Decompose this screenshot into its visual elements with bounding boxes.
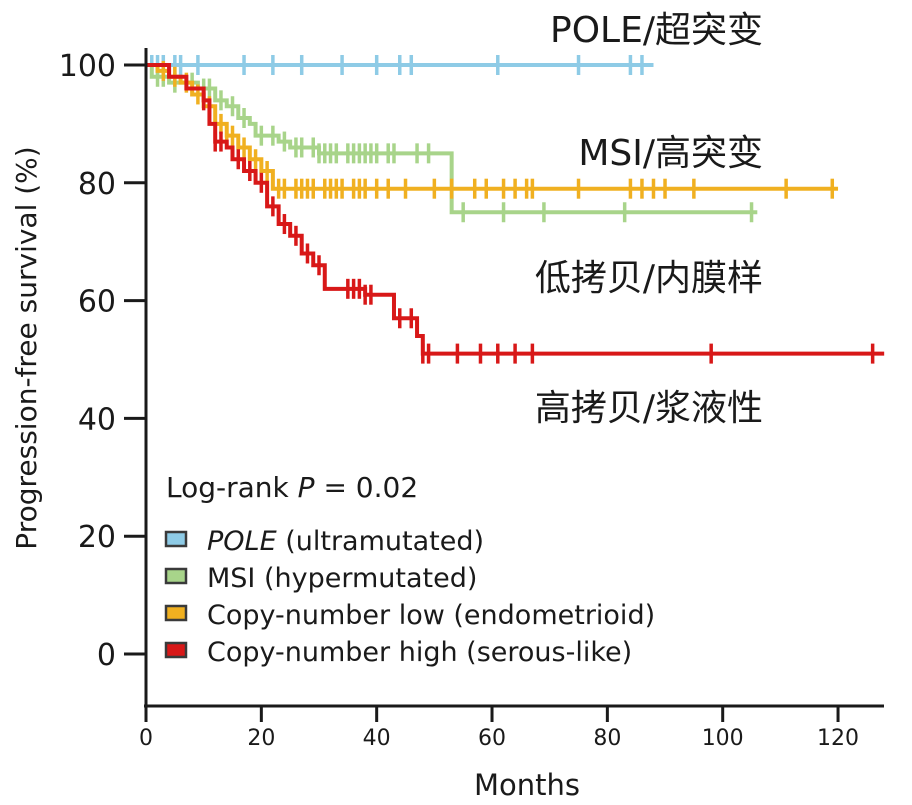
y-axis-ticks: 0 20 40 60 80 100 — [59, 49, 146, 673]
series-0 — [146, 55, 654, 75]
x-tick-label: 60 — [478, 726, 506, 751]
y-tick-label: 80 — [78, 167, 116, 202]
y-tick-label: 100 — [59, 49, 116, 84]
x-tick-label: 20 — [247, 726, 275, 751]
legend-swatch — [164, 604, 188, 622]
log-rank-prefix: Log-rank — [166, 471, 298, 504]
legend-label: MSI (hypermutated) — [207, 563, 477, 594]
legend-item: POLE (ultramutated) — [164, 526, 484, 557]
log-rank-p: P — [298, 471, 315, 504]
series-3 — [146, 63, 885, 364]
axes — [144, 48, 884, 708]
x-axis-ticks: 0 20 40 60 80 100 120 — [139, 706, 859, 751]
log-rank-value: = 0.02 — [315, 471, 419, 504]
legend-swatch — [164, 641, 188, 659]
x-tick-label: 100 — [702, 726, 744, 751]
y-axis-label: Progression-free survival (%) — [10, 146, 43, 549]
survival-curves — [146, 55, 885, 364]
legend-label-text: Copy-number low (endometrioid) — [207, 600, 655, 631]
y-tick-label: 60 — [78, 285, 116, 320]
series-2 — [146, 60, 839, 199]
series-line — [146, 63, 885, 356]
legend-item: MSI (hypermutated) — [164, 563, 477, 594]
legend-label-text: (ultramutated) — [277, 526, 484, 557]
curve-annotation: MSI/高突变 — [578, 133, 763, 174]
legend-item: Copy-number high (serous-like) — [164, 637, 632, 668]
legend-swatch — [164, 530, 188, 548]
legend-label: POLE (ultramutated) — [207, 526, 484, 557]
curve-annotation: 低拷贝/内膜样 — [535, 258, 763, 299]
x-axis-label: Months — [474, 768, 580, 802]
y-tick-label: 20 — [78, 520, 116, 555]
y-tick-label: 40 — [78, 402, 116, 437]
legend-label: Copy-number high (serous-like) — [207, 637, 632, 668]
legend-label-text: Copy-number high (serous-like) — [207, 637, 632, 668]
x-tick-label: 40 — [363, 726, 391, 751]
x-tick-label: 80 — [593, 726, 621, 751]
curve-annotation: POLE/超突变 — [550, 10, 763, 51]
legend-item: Copy-number low (endometrioid) — [164, 600, 655, 631]
legend-swatch — [164, 567, 188, 585]
legend-label-italic: POLE — [207, 526, 277, 557]
legend-label-text: MSI (hypermutated) — [207, 563, 477, 594]
legend: POLE (ultramutated) MSI (hypermutated) Cop… — [164, 526, 655, 668]
x-tick-label: 120 — [817, 726, 859, 751]
legend-label: Copy-number low (endometrioid) — [207, 600, 655, 631]
y-tick-label: 0 — [97, 638, 116, 673]
curve-annotation: 高拷贝/浆液性 — [535, 388, 763, 429]
log-rank-label: Log-rank P = 0.02 — [166, 471, 418, 504]
x-tick-label: 0 — [139, 726, 153, 751]
